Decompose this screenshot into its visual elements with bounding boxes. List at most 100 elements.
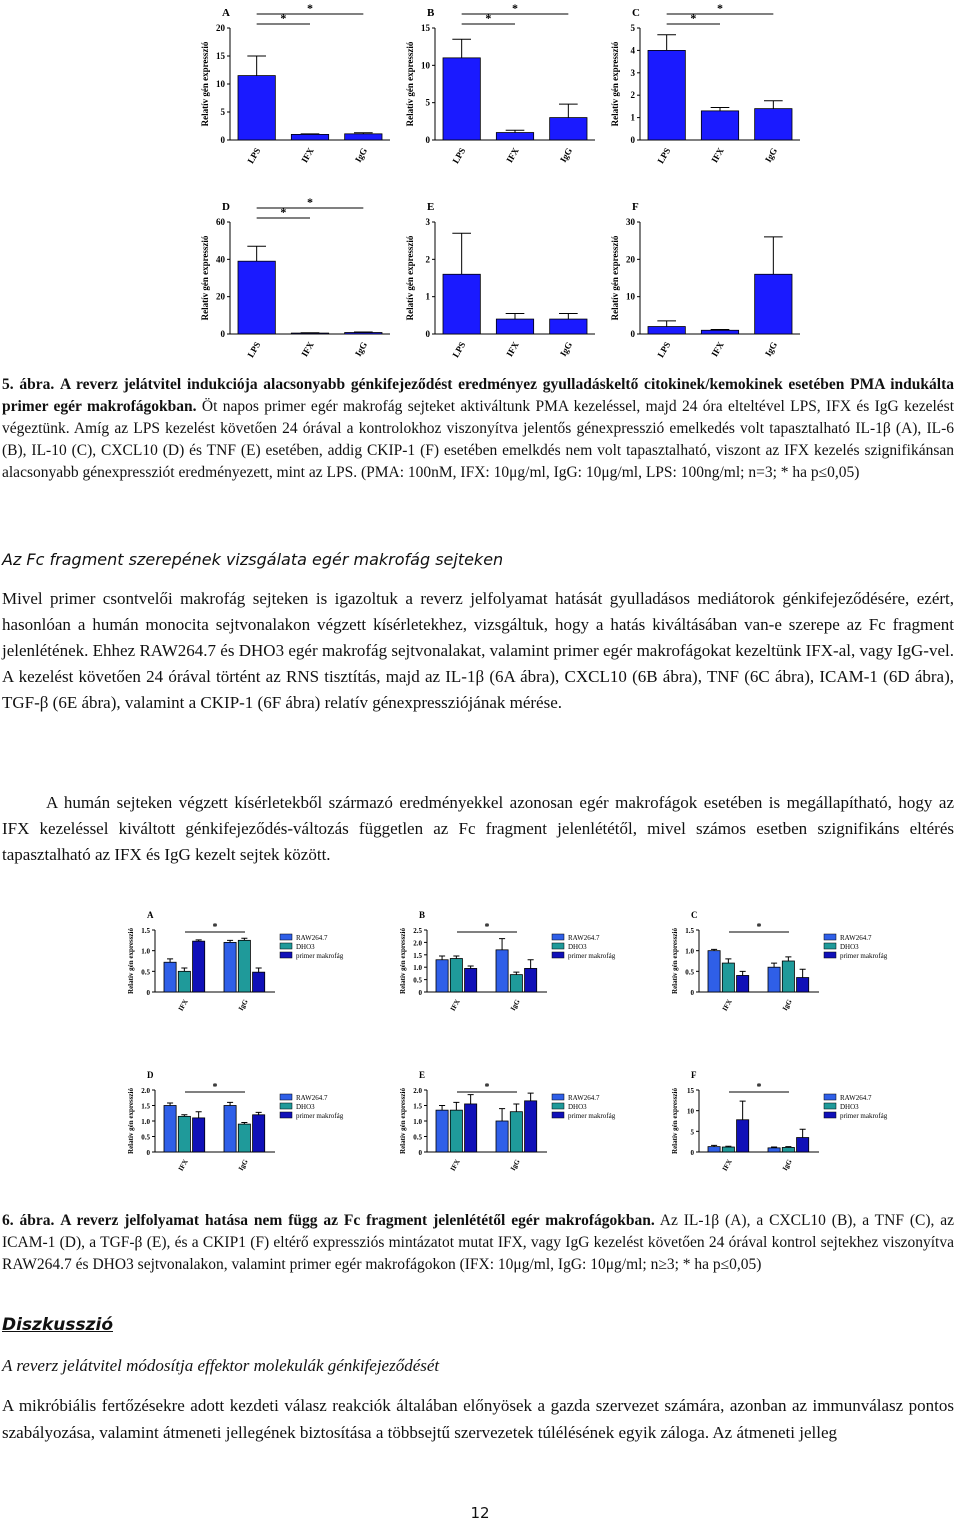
x-tick-label: IgG [763,340,779,358]
y-tick-label: 0 [221,329,226,339]
significance-mark: * [307,195,313,209]
bar [721,1146,735,1153]
y-tick-label: 0 [147,989,151,997]
error-bar [453,1101,460,1111]
error-bar [527,1092,534,1101]
x-tick-label: IFX [177,998,190,1012]
paragraph: A humán sejteken végzett kísérletekből s… [2,793,954,864]
significance-mark: * [757,922,762,933]
x-tick-label: IgG [763,146,779,164]
error-bar [227,1101,234,1106]
legend-swatch [823,1102,837,1110]
bar [647,326,686,335]
y-tick-label: 5 [691,1128,695,1136]
caption-text: Öt napos primer egér makrofág sejteket a… [2,398,954,481]
panel-label: C [632,7,640,19]
y-tick-label: 0.5 [413,977,422,985]
error-bar [505,312,525,320]
bar [177,1115,191,1153]
x-tick-label: LPS [655,146,672,165]
y-tick-label: 2.0 [141,1087,150,1095]
panel-label: D [222,201,230,213]
y-tick-label: 0 [631,135,636,145]
x-tick-label: IFX [299,146,316,165]
bar [435,959,449,993]
legend-label: DHO3 [296,1103,315,1111]
error-bar [181,1114,188,1117]
bar [509,1111,523,1153]
legend-label: primer makrofág [840,1112,888,1120]
legend-label: primer makrofág [840,952,888,960]
error-bar [241,1122,248,1125]
error-bar [710,329,730,331]
significance-mark: * [307,1,313,15]
y-tick-label: 2.0 [413,939,422,947]
caption-title: A reverz jelátvitel indukciója alacsonya… [2,376,955,415]
legend-swatch [823,1093,837,1101]
caption-label: 6. ábra. [2,1212,55,1229]
bar [237,939,251,993]
y-tick-label: 2 [631,90,636,100]
error-bar [467,1094,474,1104]
bar [767,966,781,993]
error-bar [559,103,578,118]
legend-label: RAW264.7 [568,934,600,942]
y-tick-label: 1.5 [141,927,150,935]
y-axis-label: Relatív gén expresszió [399,928,407,994]
significance-mark: * [485,11,491,25]
y-tick-label: 0 [419,1149,423,1157]
panel-label: F [691,1070,697,1080]
error-bar [195,939,202,942]
y-tick-label: 20 [216,292,226,302]
y-axis-label: Relatív gén expresszió [610,235,620,320]
panel-label: E [419,1070,425,1080]
bar [700,110,740,141]
error-bar [725,1145,732,1148]
x-tick-label: IFX [299,340,316,359]
y-axis-label: Relatív gén expresszió [405,235,415,320]
bar [163,961,177,993]
significance-mark: * [213,922,218,933]
bar [796,977,810,993]
legend-label: DHO3 [568,943,587,951]
y-tick-label: 30 [626,217,636,227]
legend-label: DHO3 [568,1103,587,1111]
y-tick-label: 1.0 [413,1118,422,1126]
x-tick-label: IFX [721,998,734,1012]
y-tick-label: 1.5 [413,952,422,960]
panel-label: D [147,1070,154,1080]
error-bar [657,320,676,327]
paragraph: Mivel primer csontvelői makrofág sejteke… [2,589,954,712]
x-tick-label: IgG [781,1158,794,1173]
y-tick-label: 1.0 [685,948,694,956]
x-tick-label: IFX [504,340,521,359]
error-bar [559,312,578,320]
legend-label: primer makrofág [568,952,616,960]
error-bar [527,959,534,969]
bar [442,273,481,335]
caption-5: 5. ábra. A reverz jelátvitel indukciója … [2,374,954,484]
panel-label: A [147,910,154,920]
legend-swatch [823,1111,837,1119]
bar [290,133,330,141]
y-tick-label: 1.5 [413,1103,422,1111]
y-tick-label: 15 [687,1087,695,1095]
legend-label: RAW264.7 [296,1094,328,1102]
legend-label: DHO3 [840,943,859,951]
bar [509,974,523,993]
legend-label: primer makrofág [568,1112,616,1120]
x-tick-label: LPS [245,340,262,359]
y-axis-label: Relatív gén expresszió [671,928,679,994]
y-tick-label: 20 [626,254,636,264]
y-tick-label: 1.0 [141,1118,150,1126]
legend-swatch [551,951,565,959]
x-tick-label: IFX [504,146,521,165]
x-tick-label: IFX [449,1158,462,1172]
bar [192,1117,206,1153]
error-bar [739,970,746,976]
paragraph: A mikróbiális fertőzésekre adott kezdeti… [2,1396,954,1442]
caption-title: A reverz jelfolyamat hatása nem függ az … [60,1212,655,1229]
bar [442,57,481,141]
bar [495,1120,509,1153]
